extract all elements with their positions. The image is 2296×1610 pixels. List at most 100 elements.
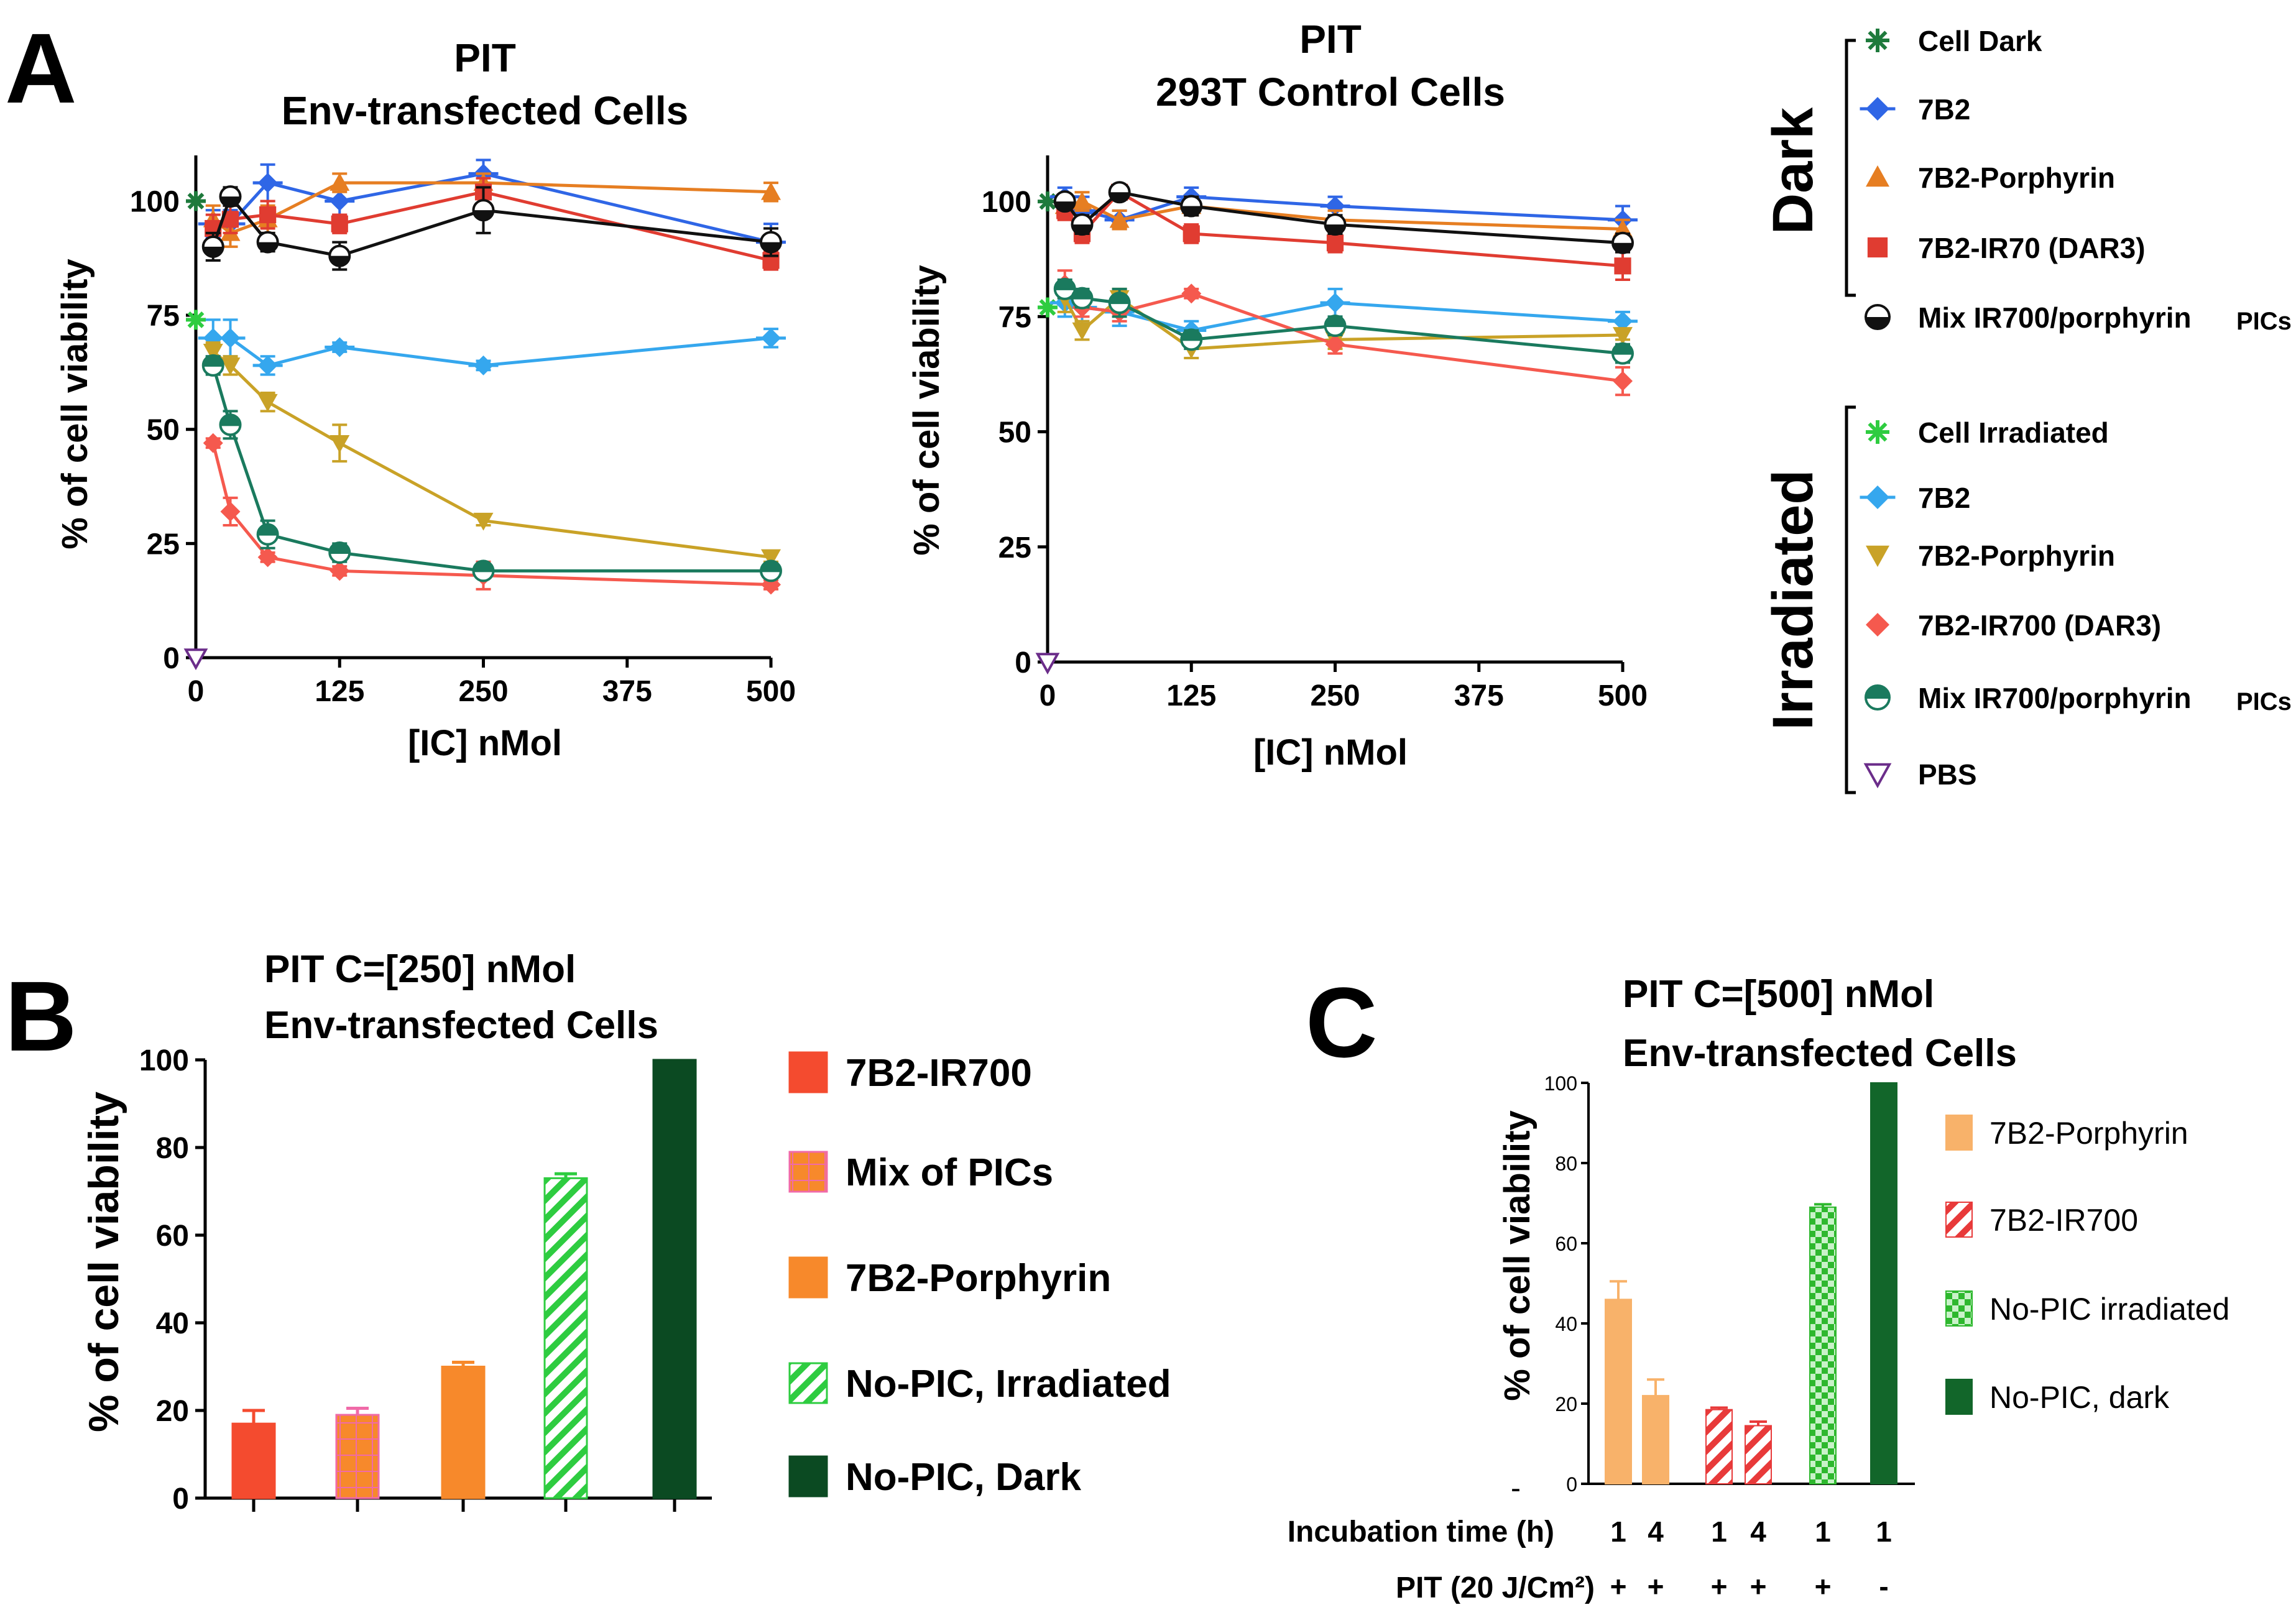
legend-a-marker-b2_irr-diamond [1866, 485, 1889, 509]
legend-c-swatch [1945, 1379, 1973, 1415]
chart-a1-series-cell_dark [186, 191, 206, 211]
legend-a-irradiated-bracket [1845, 405, 1856, 794]
legend-c-label: No-PIC, dark [1989, 1380, 2170, 1415]
chart-a1-point-porph_irr [473, 512, 494, 531]
chart-a2-point-b2_irr [1320, 293, 1350, 313]
chart-a1-point-mix_dark [760, 231, 782, 254]
chart-a1-point-cell_irr-stroke [187, 311, 205, 328]
chart-a1-point-b2_irr-diamond [220, 328, 241, 348]
chart-a2-point-mix_irr [1611, 342, 1634, 365]
legend-c-item: No-PIC irradiated [1945, 1290, 2229, 1327]
legend-a-item-porph_irr: 7B2-Porphyrin [1866, 540, 2115, 572]
chart-a2-point-mix_dark-fill [1325, 224, 1345, 235]
chart-c-incubation-value: 1 [1711, 1516, 1727, 1548]
chart-c-y-tick-label: 0 [1566, 1473, 1577, 1496]
chart-a1-point-b2_irr [468, 355, 499, 375]
chart-a1-point-b2_irr-diamond [330, 337, 350, 357]
chart-a2-point-ir_dark [1183, 225, 1200, 242]
chart-a2-point-mix_irr [1180, 328, 1203, 351]
chart-b-y-tick-label: 100 [139, 1044, 189, 1077]
chart-a1-point-mix_dark [472, 199, 495, 222]
legend-b-swatch [788, 1362, 828, 1404]
legend-a-item-ir_irr: 7B2-IR700 (DAR3) [1866, 609, 2161, 642]
chart-a1-point-porph_irr [761, 549, 781, 568]
chart-c-pit-value: + [1610, 1570, 1627, 1603]
chart-a1-point-b2_dark [325, 191, 355, 211]
chart-a2-y-tick-label: 0 [1015, 646, 1031, 679]
chart-a1-line-b2_irr [213, 336, 772, 367]
chart-a1-point-porph_irr [203, 344, 223, 362]
legend-a-item-b2_irr: 7B2 [1860, 482, 1970, 514]
chart-b-250nmol: PIT C=[250] nMol Env-transfected Cells %… [80, 948, 1171, 1516]
chart-a1-y-tick-label: 25 [147, 528, 180, 561]
chart-a1-point-mix_dark-fill [330, 255, 350, 266]
legend-c-swatch [1945, 1202, 1973, 1238]
legend-a-marker-mix_irr-fill [1866, 686, 1889, 697]
chart-a1-point-mix_irr [201, 354, 224, 377]
chart-a1-point-mix_irr [472, 559, 495, 582]
chart-a1-point-mix_irr-fill [761, 561, 781, 571]
chart-c-errorbar [1610, 1280, 1627, 1300]
chart-a1-x-axis-label: [IC] nMol [408, 723, 562, 763]
legend-a-label-mix_dark: Mix IR700/porphyrin [1918, 301, 2192, 334]
chart-b-bar [335, 1414, 380, 1499]
legend-c-swatch [1945, 1115, 1973, 1151]
legend-a-item-b2_dark: 7B2 [1860, 93, 1970, 126]
chart-c-errorbar [1814, 1203, 1832, 1207]
legend-a-marker-ir_irr [1866, 613, 1889, 637]
chart-c-y-tick-label: 80 [1555, 1152, 1577, 1175]
legend-c-swatch [1945, 1290, 1973, 1327]
legend-a-label-cell_irr: Cell Irradiated [1918, 416, 2109, 449]
chart-a1-point-b2_irr [756, 328, 786, 348]
legend-b-swatch [788, 1455, 828, 1497]
chart-a1-point-mix_dark-fill [761, 242, 781, 252]
chart-a2-point-mix_irr-fill [1613, 343, 1633, 354]
chart-c-500nmol: PIT C=[500] nMol Env-transfected Cells %… [1288, 973, 2230, 1604]
legend-a-label-ir_irr: 7B2-IR700 (DAR3) [1918, 609, 2161, 642]
chart-a1-series-porph_irr [203, 341, 781, 568]
legend-b-label: 7B2-IR700 [846, 1052, 1032, 1095]
chart-a1-x-tick-label: 375 [602, 675, 652, 708]
chart-a2-point-mix_dark [1324, 213, 1347, 236]
legend-b-swatch [788, 1051, 828, 1093]
chart-a2-series-cell_irr [1038, 297, 1058, 318]
legend-a-dark-group-label: Dark [1761, 107, 1825, 234]
chart-a2-point-mix_dark-fill [1613, 242, 1633, 253]
legend-a-marker-cell_irr-stroke [1868, 422, 1888, 442]
chart-a2-point-porph_irr [1072, 322, 1092, 341]
chart-c-y-tick-label: 20 [1555, 1393, 1577, 1415]
chart-a1-point-b2_irr [252, 355, 283, 375]
legend-a-label-porph_irr: 7B2-Porphyrin [1918, 540, 2115, 572]
chart-c-pit-row-label: PIT (20 J/Cm²) [1396, 1571, 1595, 1604]
chart-a1-point-mix_dark-fill [220, 196, 241, 207]
chart-a2-point-mix_dark-fill [1109, 192, 1130, 203]
chart-a2-point-mix_dark [1071, 213, 1094, 236]
chart-a2-point-cell_irr [1038, 297, 1058, 318]
chart-a2-x-tick-label: 250 [1310, 679, 1360, 712]
chart-a1-point-porph_irr [257, 393, 278, 412]
chart-a1-x-tick-label: 125 [315, 675, 364, 708]
legend-b-item: No-PIC, Dark [788, 1455, 1081, 1499]
chart-a1-x-tick-label: 0 [188, 675, 205, 708]
chart-a2-title-line1: PIT [1299, 17, 1362, 62]
chart-c-bar [1642, 1395, 1669, 1485]
chart-a1-line-mix_irr [211, 365, 771, 573]
legend-a-marker-ir_dark [1867, 237, 1888, 258]
chart-c-incubation-row-label: Incubation time (h) [1288, 1516, 1554, 1548]
chart-a1-line-porph_irr [212, 350, 772, 559]
legend-a-suffix-mix_irr: PICs [2236, 688, 2292, 715]
chart-a1-point-mix_dark [219, 185, 242, 208]
chart-a1-point-porph_dark [330, 173, 350, 191]
chart-a2-series-pbs [1035, 653, 1060, 675]
chart-a1-point-mix_dark [328, 244, 351, 267]
chart-a2-y-axis-label: % of cell viability [906, 265, 947, 555]
chart-a1-point-ir_irr [257, 547, 278, 568]
chart-b-bar [231, 1422, 276, 1499]
chart-a1-point-ir_dark [331, 215, 348, 232]
chart-a2-point-mix_irr-fill [1325, 316, 1345, 326]
chart-b-y-tick-label: 0 [172, 1483, 189, 1516]
chart-a2-point-mix_irr-fill [1181, 329, 1202, 340]
chart-a1-point-ir_irr [330, 561, 350, 581]
chart-a2-point-mix_dark-fill [1072, 224, 1092, 235]
